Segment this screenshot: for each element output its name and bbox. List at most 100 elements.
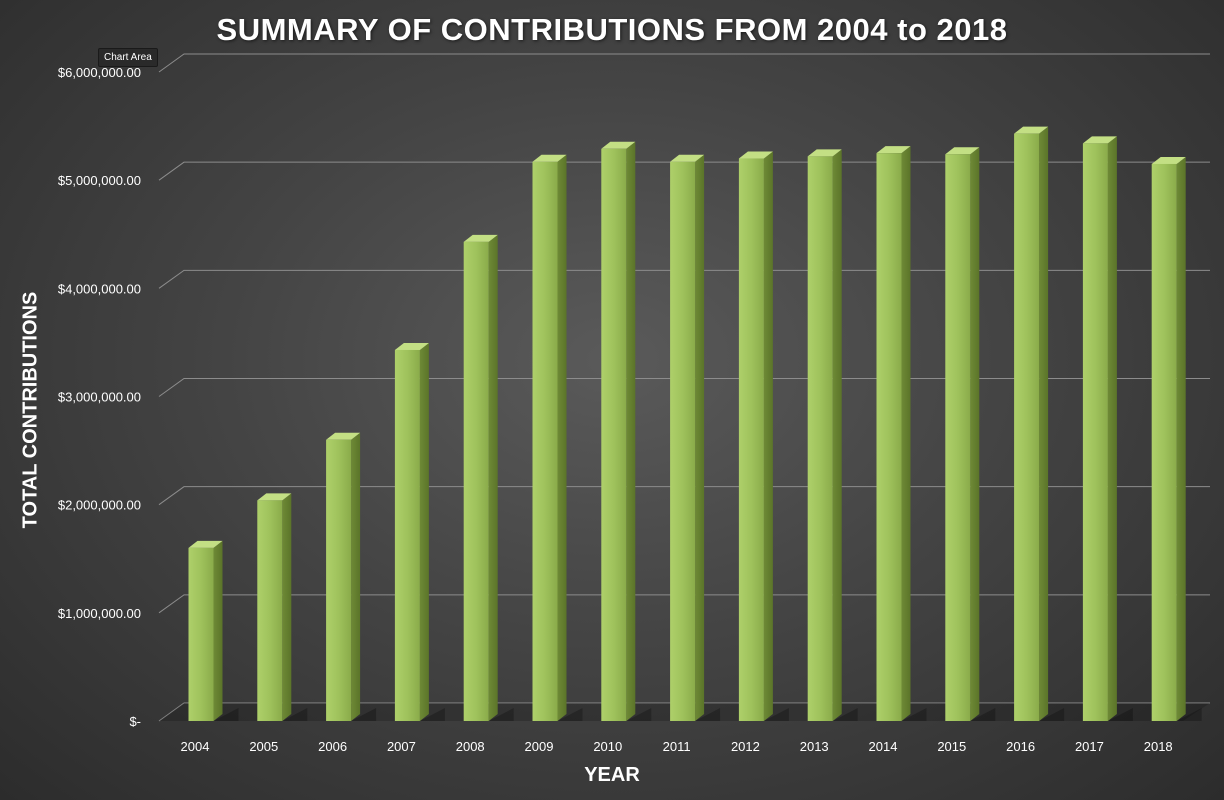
bar-side [970,147,980,721]
bar-side [351,432,361,721]
bar[interactable] [670,154,721,722]
x-tick-label: 2010 [593,739,622,754]
chart-title: SUMMARY OF CONTRIBUTIONS FROM 2004 to 20… [216,12,1008,47]
bar-shadow [901,708,927,721]
x-tick-label: 2014 [869,739,898,754]
bar-front [1014,133,1040,721]
x-axis-label: YEAR [584,764,640,786]
bar-top [532,154,567,162]
x-tick-label: 2008 [456,739,485,754]
bar-front [532,161,558,722]
bar-shadow [488,708,514,721]
bar-top [394,342,429,350]
bar-front [670,161,696,722]
bar-shadow [1107,708,1133,721]
bar-top [670,154,705,162]
bar-top [1082,136,1117,144]
bar[interactable] [876,146,927,721]
gridline [158,486,1210,506]
bar-side [282,493,292,721]
bar-top [601,141,636,149]
x-tick-label: 2012 [731,739,760,754]
x-tick-label: 2005 [249,739,278,754]
gridline [158,53,1210,73]
bar-shadow [213,708,239,721]
bar[interactable] [188,540,239,721]
y-tick-label: $3,000,000.00 [58,390,141,405]
x-tick-label: 2017 [1075,739,1104,754]
bar[interactable] [532,154,583,722]
bar-side [695,154,705,722]
bar[interactable] [945,147,996,721]
bar[interactable] [738,151,789,722]
bar-top [326,432,361,440]
bar-top [463,234,498,242]
bar-top [1151,156,1186,164]
bar[interactable] [257,493,308,721]
x-tick-label: 2006 [318,739,347,754]
bar-side [626,141,636,721]
bar-shadow [351,708,377,721]
bar-front [188,547,214,721]
bar-side [419,342,429,721]
gridline [158,378,1210,397]
x-tick-label: 2011 [663,739,691,754]
bar-front [463,241,489,722]
bar-shadow [1039,708,1065,721]
bar-shadow [557,708,583,721]
bar-side [901,146,911,721]
bar-top [1014,126,1049,134]
y-tick-label: $2,000,000.00 [58,498,141,513]
x-tick-label: 2018 [1144,739,1173,754]
bar[interactable] [394,342,445,721]
bar-side [557,154,567,722]
bar-top [738,151,773,159]
x-tick-label: 2009 [525,739,554,754]
bar-top [876,146,911,154]
bar-side [1107,136,1117,721]
gridline [158,161,1210,181]
bar[interactable] [463,234,514,722]
bar-front [1082,143,1108,721]
chart-area-tooltip: Chart Area [98,48,158,67]
bar-shadow [832,708,858,721]
bar-side [832,149,842,721]
bar-shadow [695,708,721,721]
gridline [158,594,1210,614]
x-tick-label: 2016 [1006,739,1035,754]
y-tick-label: $6,000,000.00 [58,65,141,80]
bar-front [876,153,902,721]
bar-side [763,151,773,722]
bar-shadow [419,708,445,721]
bar[interactable] [326,432,377,721]
bar[interactable] [1014,126,1065,721]
bar-front [1151,163,1177,722]
y-tick-label: $4,000,000.00 [58,281,141,296]
bar-front [807,156,833,721]
bar[interactable] [601,141,652,721]
x-tick-label: 2013 [800,739,829,754]
bar[interactable] [1082,136,1133,721]
bar-shadow [282,708,308,721]
bar-shadow [626,708,652,721]
bar-front [738,158,764,722]
gridline [158,269,1210,289]
bar-front [257,500,283,721]
bar-side [1176,156,1186,722]
bar-side [488,234,498,722]
bar-side [213,540,223,721]
x-tick-label: 2007 [387,739,416,754]
bar-front [945,154,971,721]
y-tick-label: $1,000,000.00 [58,606,141,621]
bar[interactable] [807,149,858,721]
bar-front [394,349,420,721]
bar-shadow [970,708,996,721]
y-tick-label: $5,000,000.00 [58,173,141,188]
y-tick-label: $- [129,714,141,729]
bar-top [188,540,223,548]
bar-side [1039,126,1049,721]
gridline [158,702,1210,722]
bar[interactable] [1151,156,1202,722]
bar-top [807,149,842,157]
